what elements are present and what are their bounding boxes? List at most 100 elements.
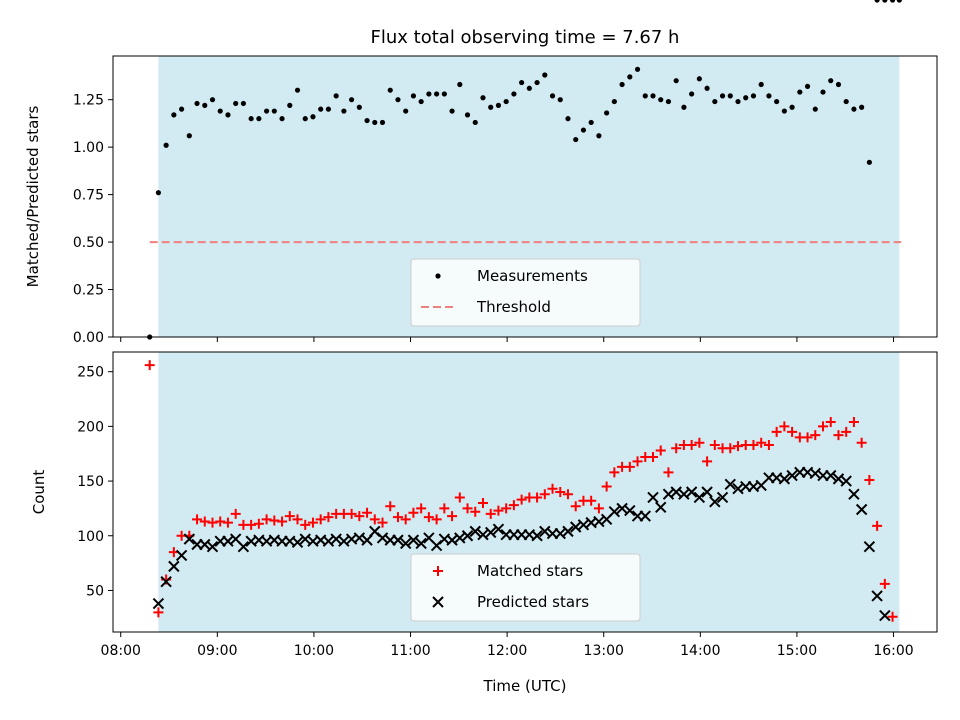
matched-star-marker — [501, 503, 512, 514]
predicted-star-marker — [701, 486, 713, 498]
matched-star-marker — [818, 421, 829, 432]
matched-star-marker — [709, 439, 720, 450]
data-point — [410, 93, 417, 99]
y-tick-label: 50 — [86, 583, 104, 599]
predicted-star-marker — [175, 549, 188, 562]
data-point — [271, 108, 277, 114]
predicted-star-marker — [716, 491, 729, 504]
data-point — [248, 116, 254, 122]
matched-star-marker — [694, 437, 705, 448]
data-point — [611, 98, 617, 105]
data-point — [155, 190, 162, 196]
data-point — [859, 104, 865, 110]
data-point — [379, 119, 386, 126]
matched-star-marker — [269, 515, 280, 526]
matched-star-marker — [192, 514, 203, 525]
matched-star-marker — [864, 474, 875, 485]
data-point — [287, 102, 293, 108]
matched-star-marker — [307, 517, 318, 528]
data-point — [325, 106, 332, 112]
data-point — [163, 142, 169, 148]
data-point — [194, 100, 200, 107]
predicted-star-marker — [415, 537, 427, 550]
data-point — [665, 98, 672, 105]
data-point — [519, 79, 525, 86]
legend: Matched stars Predicted stars — [410, 553, 641, 622]
matched-star-marker — [400, 514, 411, 525]
predicted-star-marker — [469, 525, 481, 538]
predicted-star-marker — [291, 536, 304, 549]
matched-star-marker — [555, 487, 566, 497]
matched-star-marker — [470, 506, 481, 517]
data-point — [835, 81, 842, 88]
data-point — [735, 98, 741, 105]
data-point — [356, 104, 362, 110]
legend-label: Measurements — [477, 267, 588, 285]
chart-title: Flux total observing time = 7.67 h — [371, 27, 680, 48]
predicted-star-marker — [461, 530, 474, 542]
data-point — [457, 81, 463, 88]
data-point — [758, 81, 764, 88]
data-point — [240, 100, 247, 107]
matched-star-marker — [431, 514, 442, 525]
matched-star-marker — [686, 439, 697, 450]
data-point — [820, 89, 826, 95]
axes-frame — [112, 351, 938, 633]
data-point — [781, 108, 787, 114]
matched-star-marker — [647, 452, 658, 462]
data-point — [256, 116, 262, 122]
data-point — [673, 78, 679, 84]
predicted-star-marker — [879, 609, 891, 622]
y-tick-label: 0.50 — [73, 235, 104, 251]
data-point — [704, 85, 710, 91]
y-tick-label: 200 — [77, 419, 104, 435]
data-point — [294, 87, 301, 93]
matched-star-marker — [570, 501, 581, 512]
matched-star-marker — [763, 439, 774, 450]
y-axis-label: Matched/Predicted stars — [24, 106, 42, 288]
predicted-star-marker — [160, 575, 172, 588]
data-point — [804, 83, 811, 89]
legend-swatch — [433, 566, 443, 576]
matched-star-marker — [300, 519, 311, 530]
matched-star-marker — [733, 441, 744, 452]
data-point — [349, 97, 355, 103]
predicted-star-marker — [693, 491, 706, 504]
data-point — [658, 97, 664, 103]
x-tick-label: 13:00 — [584, 643, 624, 659]
predicted-star-marker — [562, 525, 574, 538]
matched-star-marker — [609, 467, 620, 478]
matched-star-marker — [879, 578, 890, 589]
data-point — [896, 0, 902, 3]
predicted-star-marker — [608, 505, 621, 518]
data-point — [472, 119, 478, 126]
data-point — [650, 93, 656, 99]
matched-star-marker — [485, 508, 496, 519]
legend-swatch — [435, 273, 441, 279]
data-point — [851, 106, 857, 112]
matched-star-marker — [462, 503, 473, 514]
data-point — [449, 108, 455, 114]
x-axis-label: Time (UTC) — [483, 677, 567, 695]
matched-star-marker — [207, 517, 218, 528]
legend: Measurements Threshold — [410, 258, 641, 327]
predicted-star-marker — [778, 473, 791, 485]
y-tick-label: 1.00 — [73, 140, 104, 156]
predicted-star-marker — [840, 475, 852, 487]
matched-star-marker — [516, 494, 527, 505]
x-tick-label: 11:00 — [390, 643, 430, 659]
matched-star-marker — [153, 607, 164, 618]
matched-star-marker — [323, 512, 334, 523]
matched-star-marker — [292, 514, 303, 525]
predicted-star-marker — [685, 486, 698, 498]
legend-box — [410, 258, 641, 327]
data-point — [866, 159, 872, 165]
matched-star-marker — [261, 514, 272, 525]
data-point — [186, 133, 192, 139]
x-tick-label: 12:00 — [487, 643, 527, 659]
matched-star-marker — [833, 430, 844, 441]
predicted-star-marker — [399, 537, 412, 550]
data-point — [387, 87, 393, 93]
matched-star-marker — [841, 426, 852, 437]
matched-star-marker — [547, 483, 558, 494]
